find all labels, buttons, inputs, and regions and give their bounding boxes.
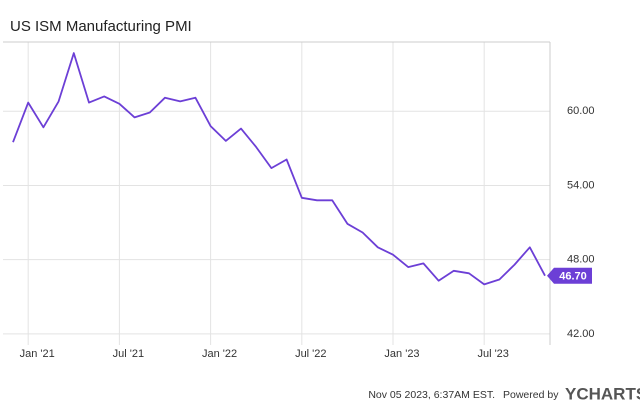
x-tick-label: Jan '22 [202, 348, 237, 360]
x-tick-label: Jan '23 [384, 348, 419, 360]
brand-logo: YCHARTS [565, 384, 640, 403]
x-tick-label: Jan '21 [20, 348, 55, 360]
y-tick-label: 60.00 [567, 105, 595, 117]
x-tick-label: Jul '23 [477, 348, 508, 360]
chart-title: US ISM Manufacturing PMI [10, 18, 192, 35]
y-tick-label: 54.00 [567, 179, 595, 191]
powered-by: Powered by [503, 389, 559, 401]
last-value-label: 46.70 [559, 271, 587, 283]
data-line [12, 52, 546, 286]
x-tick-label: Jul '21 [113, 348, 144, 360]
x-tick-label: Jul '22 [295, 348, 326, 360]
y-tick-label: 48.00 [567, 254, 595, 266]
last-value-flag [547, 267, 592, 284]
y-tick-label: 42.00 [567, 328, 595, 340]
timestamp: Nov 05 2023, 6:37AM EST. [368, 389, 495, 401]
